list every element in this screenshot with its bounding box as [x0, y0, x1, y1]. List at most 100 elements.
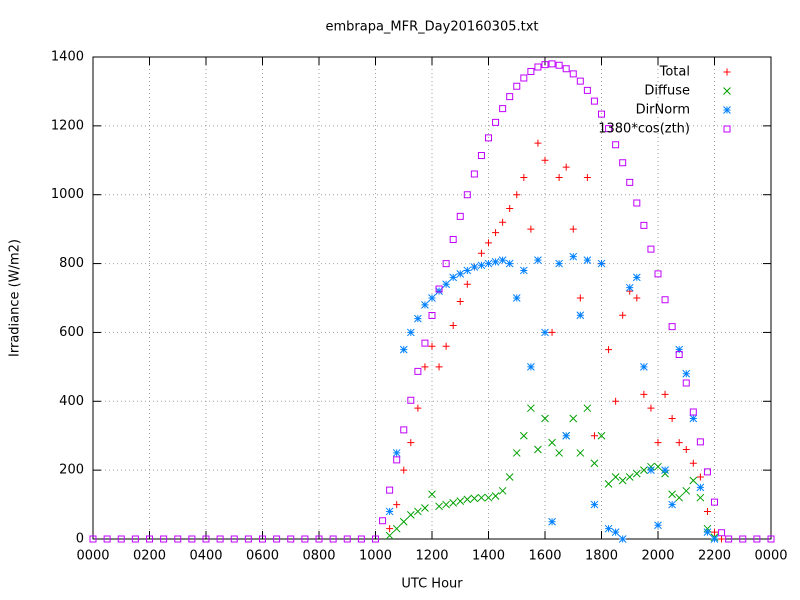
- data-point: [598, 110, 605, 118]
- data-point: [597, 259, 606, 268]
- data-point: [202, 535, 210, 543]
- data-point: [174, 535, 182, 543]
- data-point: [534, 256, 542, 264]
- data-point: [315, 535, 323, 543]
- data-point: [406, 511, 415, 519]
- data-point: [661, 466, 669, 474]
- data-point: [463, 495, 472, 504]
- data-point: [393, 501, 401, 509]
- data-point: [619, 159, 627, 167]
- data-point: [477, 249, 485, 257]
- data-point: [499, 105, 507, 113]
- legend-marker: [723, 106, 731, 114]
- data-point: [506, 93, 514, 101]
- x-axis-label: UTC Hour: [401, 577, 463, 592]
- data-point: [463, 266, 472, 275]
- legend-label: DirNorm: [636, 103, 690, 118]
- data-point: [548, 438, 556, 447]
- data-point: [421, 363, 429, 371]
- data-point: [682, 445, 690, 453]
- data-point: [512, 294, 521, 302]
- data-point: [583, 404, 592, 413]
- legend-label: Total: [659, 65, 690, 80]
- data-point: [654, 462, 662, 471]
- data-point: [520, 74, 528, 82]
- data-point: [414, 314, 422, 323]
- data-point: [244, 535, 252, 543]
- data-point: [767, 535, 775, 543]
- data-point: [682, 486, 691, 495]
- data-point: [498, 486, 507, 495]
- data-point: [131, 535, 139, 543]
- data-point: [626, 178, 634, 186]
- data-point: [399, 345, 408, 354]
- data-point: [696, 483, 705, 492]
- data-point: [435, 285, 443, 293]
- data-point: [449, 273, 458, 282]
- data-point: [541, 328, 549, 337]
- data-point: [421, 504, 429, 512]
- data-point: [492, 118, 500, 126]
- data-point: [470, 494, 479, 503]
- data-point: [555, 449, 563, 457]
- data-point: [512, 449, 521, 457]
- data-point: [449, 498, 458, 507]
- data-point: [485, 134, 492, 142]
- legend-marker: [723, 68, 731, 76]
- data-point: [689, 408, 697, 416]
- data-point: [506, 204, 514, 212]
- data-point: [287, 535, 295, 543]
- data-point: [188, 535, 196, 543]
- data-point: [386, 486, 394, 494]
- data-point: [146, 535, 153, 543]
- data-point: [89, 535, 97, 543]
- legend-label: Diffuse: [644, 84, 690, 99]
- y-tick-label: 1000: [51, 187, 84, 202]
- data-point: [414, 404, 422, 412]
- data-point: [442, 260, 450, 268]
- data-point: [492, 229, 500, 237]
- data-point: [541, 61, 549, 69]
- data-point: [654, 439, 662, 447]
- data-point: [576, 294, 584, 302]
- data-point: [590, 459, 599, 468]
- y-axis-label: Irradiance (W/m2): [8, 239, 23, 357]
- data-point: [505, 473, 514, 481]
- data-point: [618, 476, 627, 485]
- data-point: [329, 535, 337, 543]
- data-point: [682, 369, 691, 378]
- data-point: [590, 432, 598, 440]
- data-point: [611, 528, 620, 536]
- data-point: [513, 191, 521, 199]
- data-point: [491, 257, 500, 266]
- x-tick-label: 1800: [585, 549, 618, 564]
- x-tick-label: 1200: [415, 549, 448, 564]
- y-tick-label: 600: [59, 325, 84, 340]
- x-tick-label: 0200: [133, 549, 166, 564]
- data-point: [548, 328, 556, 336]
- data-point: [555, 61, 563, 69]
- data-point: [576, 311, 585, 320]
- data-point: [534, 139, 542, 147]
- data-point: [484, 493, 493, 502]
- data-point: [470, 170, 478, 178]
- data-point: [399, 517, 408, 526]
- data-point: [689, 459, 697, 467]
- data-point: [484, 259, 493, 268]
- x-tick-label: 1000: [359, 549, 392, 564]
- data-point: [675, 345, 684, 354]
- data-point: [392, 524, 401, 533]
- data-point: [675, 493, 684, 502]
- data-point: [689, 414, 698, 423]
- data-point: [301, 535, 309, 543]
- data-point: [435, 287, 443, 295]
- data-point: [597, 431, 606, 440]
- y-tick-label: 200: [59, 463, 84, 478]
- data-point: [534, 445, 542, 454]
- data-point: [668, 490, 676, 499]
- data-point: [456, 497, 465, 505]
- x-tick-label: 0600: [246, 549, 279, 564]
- data-point: [604, 480, 613, 488]
- data-point: [696, 493, 705, 502]
